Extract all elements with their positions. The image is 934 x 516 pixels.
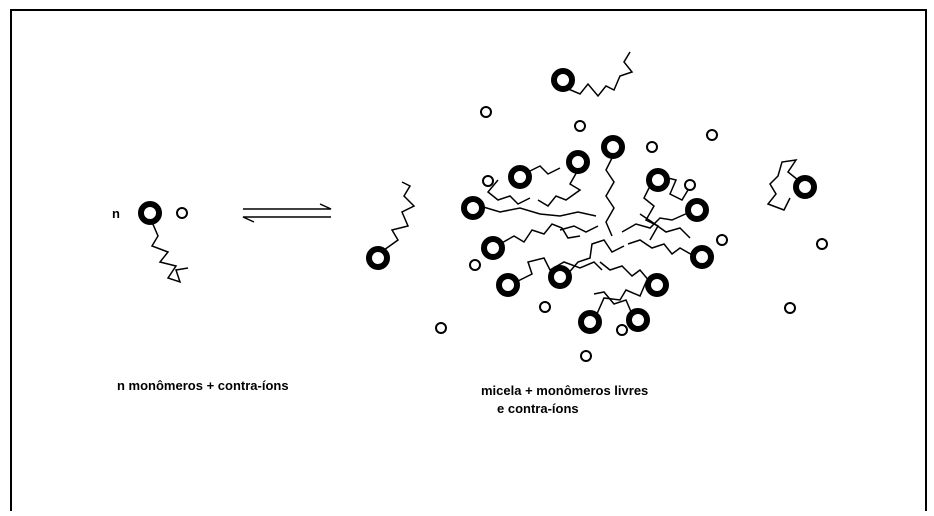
polar-head <box>685 198 709 222</box>
counter-ion <box>580 350 592 362</box>
counter-ion <box>716 234 728 246</box>
tail <box>383 181 416 251</box>
polar-head <box>548 265 572 289</box>
frame <box>10 9 927 511</box>
right-caption-line1: micela + monômeros livres <box>481 383 648 398</box>
tail <box>565 51 634 98</box>
polar-head <box>366 246 390 270</box>
right-caption-line2: e contra-íons <box>497 401 579 416</box>
shapes <box>138 51 828 362</box>
counter-ion <box>684 179 696 191</box>
tail <box>515 257 603 283</box>
tail <box>593 291 633 315</box>
polar-head <box>496 273 520 297</box>
polar-head <box>646 168 670 192</box>
tail <box>766 159 799 211</box>
tail <box>537 169 582 207</box>
tail <box>605 155 615 237</box>
tail <box>643 185 660 241</box>
polar-head <box>793 175 817 199</box>
counter-ion <box>706 129 718 141</box>
counter-ion <box>574 120 586 132</box>
counter-ion <box>539 301 551 313</box>
counter-ion <box>480 106 492 118</box>
tail <box>486 179 531 205</box>
counter-ion <box>469 259 481 271</box>
polar-head <box>626 308 650 332</box>
tail <box>565 239 625 277</box>
polar-head <box>551 68 575 92</box>
equilibrium-arrows <box>242 203 332 223</box>
polar-head <box>481 236 505 260</box>
tail <box>559 225 599 233</box>
polar-head <box>578 310 602 334</box>
polar-head <box>508 165 532 189</box>
tail <box>627 239 695 257</box>
reverse-arrow <box>242 216 331 223</box>
counter-ion <box>176 207 188 219</box>
tail <box>599 261 651 283</box>
polar-head <box>461 196 485 220</box>
counter-ion <box>482 175 494 187</box>
tail <box>621 211 691 233</box>
counter-ion <box>816 238 828 250</box>
tail <box>659 175 689 201</box>
tail <box>595 281 647 317</box>
tail <box>479 205 597 217</box>
polar-head <box>138 201 162 225</box>
polar-head <box>690 245 714 269</box>
counter-ion <box>616 324 628 336</box>
left-caption: n monômeros + contra-íons <box>117 378 289 393</box>
tail <box>150 221 189 284</box>
polar-head <box>601 135 625 159</box>
polar-head <box>645 273 669 297</box>
tail <box>499 223 581 245</box>
counter-ion <box>646 141 658 153</box>
tail <box>639 213 691 239</box>
tail <box>527 165 561 175</box>
forward-arrow <box>243 203 332 210</box>
counter-ion <box>435 322 447 334</box>
monomer-count: n <box>112 206 120 221</box>
counter-ion <box>784 302 796 314</box>
polar-head <box>566 150 590 174</box>
